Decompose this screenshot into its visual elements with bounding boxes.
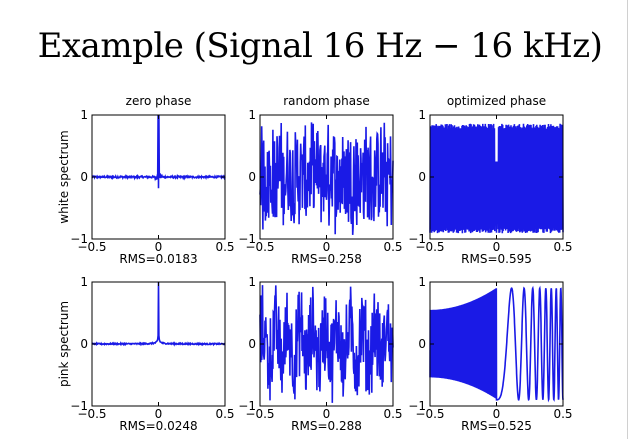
x-tick-label: 0.5	[553, 407, 572, 421]
y-tick-label: −1	[70, 399, 88, 413]
y-tick-label: 0	[248, 170, 256, 184]
row-label: pink spectrum	[57, 301, 71, 387]
y-tick-label: −1	[408, 232, 426, 246]
slide-edge-divider	[627, 0, 628, 439]
x-tick-label: 0	[493, 407, 501, 421]
y-tick-label: 0	[248, 337, 256, 351]
y-tick-label: 1	[248, 275, 256, 289]
panel-title: optimized phase	[447, 94, 546, 108]
x-tick-label: 0.5	[553, 240, 572, 254]
panel-pink-optimized-phase: −0.5 0 0.5 −1 0 1 RMS=0.525	[408, 275, 572, 433]
x-tick-label: 0	[323, 240, 331, 254]
y-tick-label: −1	[238, 232, 256, 246]
panel-white-zero-phase: zero phase white spectrum −0.5 0 0.5 −1 0 1 RMS=…	[57, 94, 235, 266]
y-tick-label: 1	[80, 275, 88, 289]
y-tick-label: 0	[418, 337, 426, 351]
rms-label: RMS=0.258	[291, 252, 362, 266]
rms-label: RMS=0.0248	[119, 419, 197, 433]
x-tick-label: −0.5	[245, 240, 274, 254]
x-tick-label: 0	[323, 407, 331, 421]
x-tick-label: −0.5	[415, 407, 444, 421]
signal-line	[91, 281, 226, 347]
panel-white-optimized-phase: optimized phase −0.5 0 0.5 −1 0 1 RMS=0.595	[408, 94, 572, 266]
x-tick-label: 0.5	[383, 240, 402, 254]
y-tick-label: 1	[418, 108, 426, 122]
signal-line	[259, 285, 394, 403]
panel-title: random phase	[283, 94, 370, 108]
x-tick-label: −0.5	[245, 407, 274, 421]
y-tick-label: −1	[238, 399, 256, 413]
rms-label: RMS=0.595	[461, 252, 532, 266]
row-label: white spectrum	[57, 130, 71, 223]
panel-pink-zero-phase: pink spectrum −0.5 0 0.5 −1 0 1 RMS=0.0248	[57, 275, 235, 433]
y-tick-label: −1	[70, 232, 88, 246]
y-tick-label: −1	[408, 399, 426, 413]
y-tick-label: 1	[80, 108, 88, 122]
panel-pink-random-phase: −0.5 0 0.5 −1 0 1 RMS=0.288	[238, 275, 402, 433]
rms-label: RMS=0.288	[291, 419, 362, 433]
signal-line	[259, 122, 394, 235]
rms-label: RMS=0.0183	[119, 252, 197, 266]
y-tick-label: 0	[80, 337, 88, 351]
x-tick-label: 0.5	[215, 240, 234, 254]
y-tick-label: 1	[248, 108, 256, 122]
panel-white-random-phase: random phase −0.5 0 0.5 −1 0 1 RMS=0.258	[238, 94, 402, 266]
x-tick-label: −0.5	[77, 240, 106, 254]
signal-line	[429, 123, 564, 234]
x-tick-label: −0.5	[77, 407, 106, 421]
x-tick-label: 0.5	[383, 407, 402, 421]
signal-line	[429, 285, 564, 403]
x-tick-label: 0.5	[215, 407, 234, 421]
x-tick-label: −0.5	[415, 240, 444, 254]
rms-label: RMS=0.525	[461, 419, 532, 433]
panel-title: zero phase	[126, 94, 192, 108]
x-tick-label: 0	[493, 240, 501, 254]
signal-line	[91, 114, 226, 189]
y-tick-label: 0	[418, 170, 426, 184]
y-tick-label: 1	[418, 275, 426, 289]
x-tick-label: 0	[155, 407, 163, 421]
slide-title: Example (Signal 16 Hz − 16 kHz)	[37, 26, 603, 66]
x-tick-label: 0	[155, 240, 163, 254]
y-tick-label: 0	[80, 170, 88, 184]
